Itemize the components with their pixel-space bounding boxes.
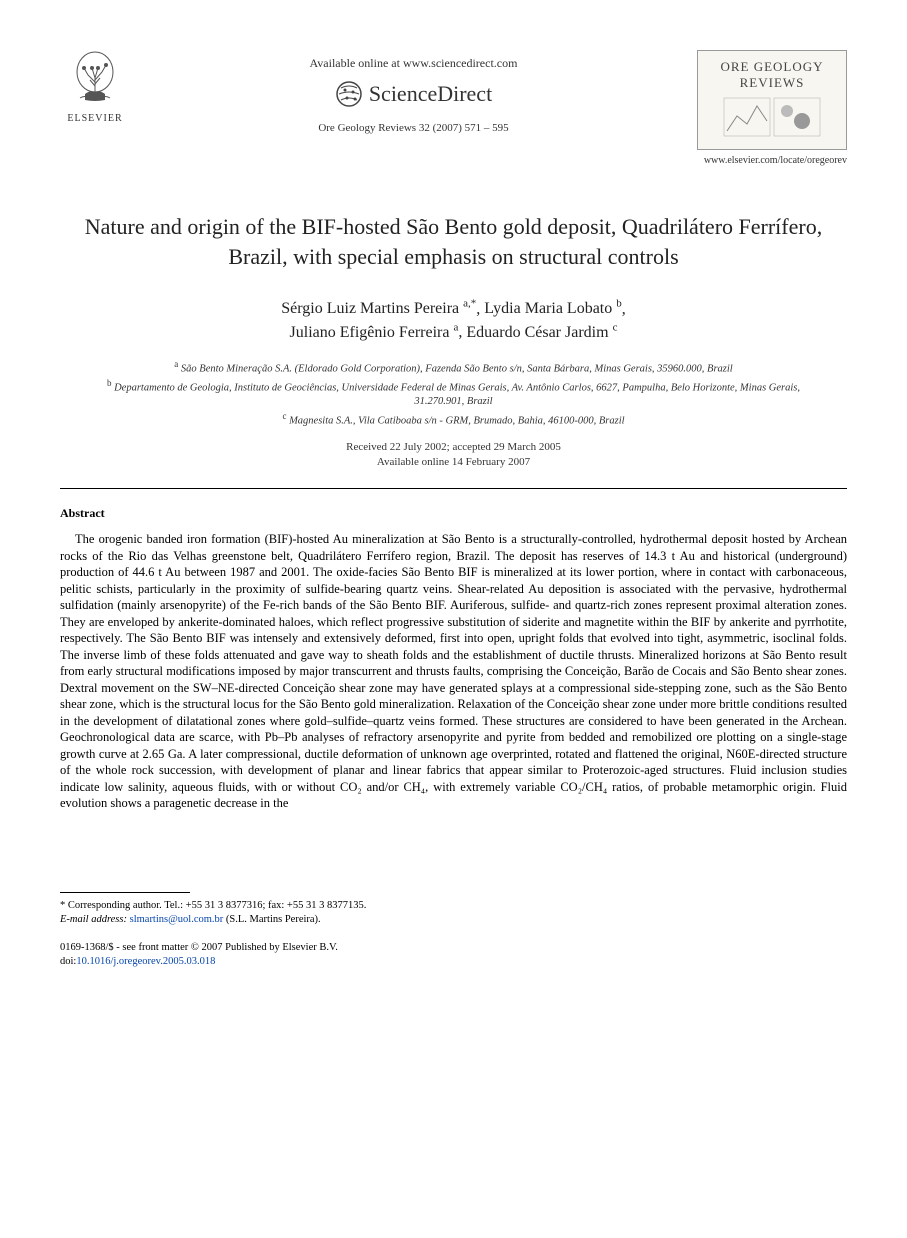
author: Eduardo César Jardim c: [466, 324, 617, 341]
affiliation: b Departamento de Geologia, Instituto de…: [90, 377, 817, 410]
abstract-body: The orogenic banded iron formation (BIF)…: [60, 531, 847, 812]
article-title: Nature and origin of the BIF-hosted São …: [80, 212, 827, 271]
elsevier-tree-icon: [70, 50, 120, 105]
authors-block: Sérgio Luiz Martins Pereira a,*, Lydia M…: [60, 297, 847, 344]
abstract-heading: Abstract: [60, 505, 847, 521]
journal-url: www.elsevier.com/locate/oregeorev: [697, 154, 847, 168]
elsevier-label: ELSEVIER: [60, 112, 130, 126]
journal-name-line1: ORE GEOLOGY: [706, 59, 838, 75]
available-online-date: Available online 14 February 2007: [60, 455, 847, 470]
dates-block: Received 22 July 2002; accepted 29 March…: [60, 440, 847, 470]
divider: [60, 488, 847, 489]
affiliation: a São Bento Mineração S.A. (Eldorado Gol…: [90, 358, 817, 377]
email-link[interactable]: slmartins@uol.com.br: [130, 914, 224, 925]
elsevier-logo: ELSEVIER: [60, 50, 130, 125]
affiliations-block: a São Bento Mineração S.A. (Eldorado Gol…: [90, 358, 817, 428]
copyright-block: 0169-1368/$ - see front matter © 2007 Pu…: [60, 941, 847, 968]
center-header: Available online at www.sciencedirect.co…: [130, 50, 697, 136]
doi-line: doi:10.1016/j.oregeorev.2005.03.018: [60, 955, 847, 969]
journal-box-wrapper: ORE GEOLOGY REVIEWS www.elsevier.com/loc…: [697, 50, 847, 167]
copyright-line: 0169-1368/$ - see front matter © 2007 Pu…: [60, 941, 847, 955]
journal-cover-box: ORE GEOLOGY REVIEWS: [697, 50, 847, 150]
author: Lydia Maria Lobato b: [484, 300, 621, 317]
received-accepted: Received 22 July 2002; accepted 29 March…: [60, 440, 847, 455]
author: Sérgio Luiz Martins Pereira a,*: [281, 300, 476, 317]
footnote-block: * Corresponding author. Tel.: +55 31 3 8…: [60, 899, 847, 927]
affiliation: c Magnesita S.A., Vila Catiboaba s/n - G…: [90, 410, 817, 429]
journal-cover-graphic-icon: [722, 96, 822, 138]
email-line: E-mail address: slmartins@uol.com.br (S.…: [60, 913, 847, 927]
sciencedirect-orb-icon: [335, 80, 363, 108]
corresponding-author: * Corresponding author. Tel.: +55 31 3 8…: [60, 899, 847, 913]
sciencedirect-text: ScienceDirect: [369, 79, 492, 109]
available-online-text: Available online at www.sciencedirect.co…: [130, 55, 697, 71]
page-header: ELSEVIER Available online at www.science…: [60, 50, 847, 167]
sciencedirect-logo: ScienceDirect: [130, 79, 697, 109]
footnote-divider: [60, 892, 190, 893]
author: Juliano Efigênio Ferreira a: [290, 324, 459, 341]
journal-reference: Ore Geology Reviews 32 (2007) 571 – 595: [130, 121, 697, 136]
journal-name-line2: REVIEWS: [706, 75, 838, 91]
doi-link[interactable]: 10.1016/j.oregeorev.2005.03.018: [76, 956, 215, 967]
